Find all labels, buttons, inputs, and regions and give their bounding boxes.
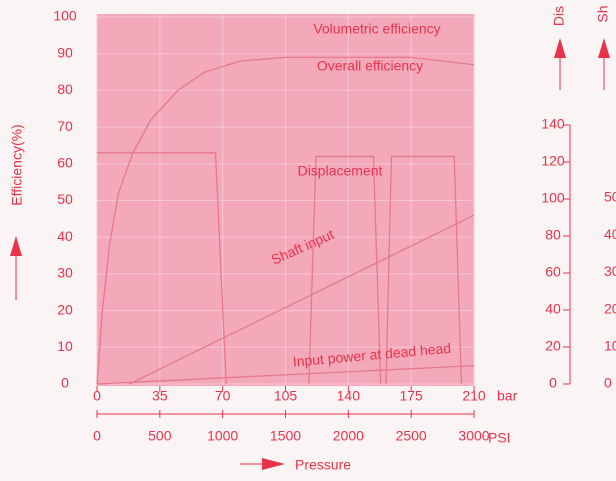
x-arrow-head (262, 458, 285, 470)
y-tick-label: 20 (57, 301, 73, 317)
y3-tick-label: 50 (604, 189, 616, 205)
x2-tick-label: 2500 (396, 428, 427, 444)
x2-tick-label: 2000 (333, 428, 364, 444)
y3-tick-label: 40 (604, 226, 616, 242)
y2-tick-label: 80 (545, 227, 561, 243)
y2-tick-label: 120 (541, 153, 565, 169)
annotation: Volumetric efficiency (313, 21, 440, 37)
y2-tick-label: 0 (549, 375, 557, 391)
x2-tick-label: 1500 (270, 428, 301, 444)
x-tick-label: 70 (215, 388, 231, 404)
y3-arrow-head (598, 38, 610, 58)
series-line (97, 152, 463, 385)
y2-tick-label: 20 (545, 338, 561, 354)
y-tick-label: 100 (53, 8, 77, 24)
y-tick-label: 70 (57, 118, 73, 134)
series-label: Overall efficiency (317, 58, 423, 74)
x-tick-label: 105 (274, 388, 298, 404)
x-tick-label: 175 (399, 388, 423, 404)
y-tick-label: 80 (57, 81, 73, 97)
y2-tick-label: 100 (541, 190, 565, 206)
x2-tick-label: 0 (93, 428, 101, 444)
y-arrow-head (10, 236, 22, 256)
y-tick-label: 10 (57, 338, 73, 354)
y3-tick-label: 20 (604, 300, 616, 316)
x-tick-label: 35 (152, 388, 168, 404)
series-line (129, 214, 475, 385)
y2-tick-label: 140 (541, 116, 565, 132)
y-tick-label: 50 (57, 191, 73, 207)
series-label: Displacement (298, 163, 383, 179)
y-tick-label: 40 (57, 228, 73, 244)
y3-axis-title: Sh (595, 5, 611, 22)
y-tick-label: 90 (57, 44, 73, 60)
y3-tick-label: 10 (604, 338, 616, 354)
y-tick-label: 0 (61, 375, 69, 391)
y2-arrow-head (554, 38, 566, 58)
y2-axis-title: Dis (551, 6, 567, 26)
x2-tick-label: 3000 (458, 428, 489, 444)
y-axis-title: Efficiency(%) (9, 124, 25, 205)
series-line (96, 365, 475, 385)
y3-tick-label: 30 (604, 263, 616, 279)
x2-unit: PSI (488, 430, 511, 446)
x-axis-title: Pressure (295, 457, 351, 473)
y-tick-label: 60 (57, 155, 73, 171)
y2-tick-label: 40 (545, 301, 561, 317)
y2-tick-label: 60 (545, 264, 561, 280)
x-tick-label: 210 (462, 388, 486, 404)
x-tick-label: 140 (337, 388, 361, 404)
x-unit: bar (497, 388, 518, 404)
y-tick-label: 30 (57, 265, 73, 281)
x-tick-label: 0 (93, 388, 101, 404)
x2-tick-label: 500 (148, 428, 172, 444)
y3-tick-label: 0 (604, 375, 612, 391)
x2-tick-label: 1000 (207, 428, 238, 444)
series-line (96, 56, 475, 385)
